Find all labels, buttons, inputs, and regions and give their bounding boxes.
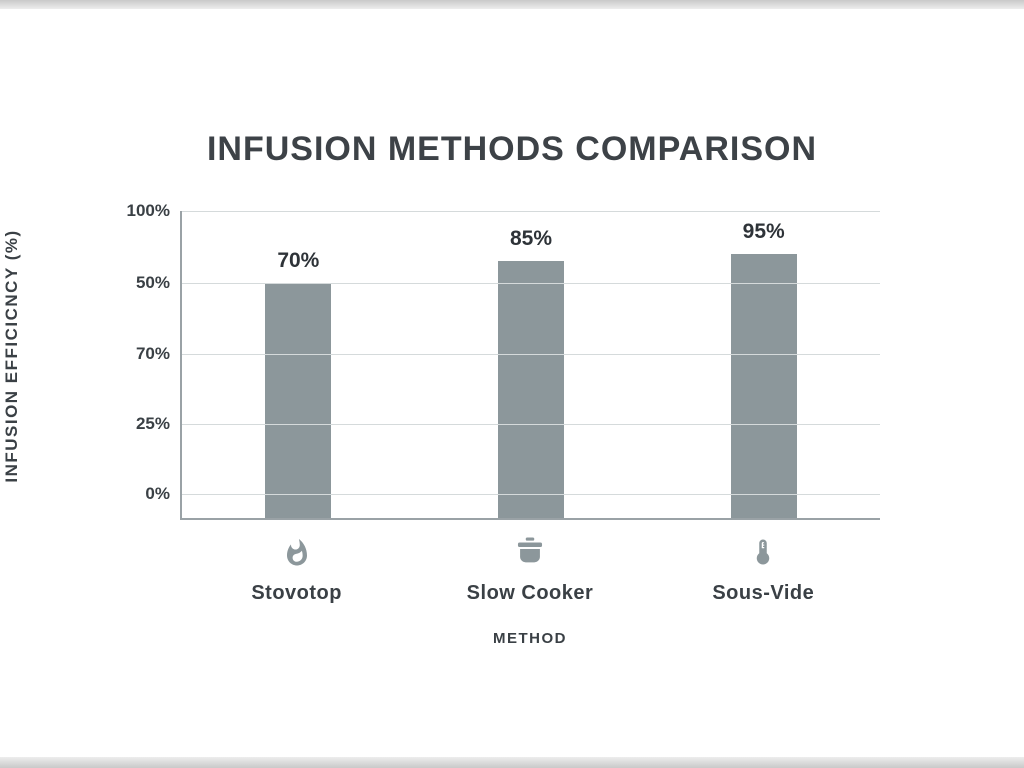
top-edge-band bbox=[0, 0, 1024, 9]
x-axis-title: METHOD bbox=[493, 630, 567, 647]
bar-value-label: 70% bbox=[277, 249, 320, 272]
bottom-edge-band bbox=[0, 757, 1024, 768]
gridline bbox=[182, 211, 880, 212]
y-tick-label: 100% bbox=[126, 201, 170, 220]
bars-row: 70% 85% 95% bbox=[182, 211, 880, 518]
gridline bbox=[182, 494, 880, 495]
bar-stovotop bbox=[265, 283, 332, 518]
bar-slot: 95% bbox=[647, 211, 880, 518]
gridline bbox=[182, 283, 880, 284]
y-tick-label: 70% bbox=[135, 344, 170, 363]
bar-slot: 70% bbox=[182, 211, 415, 518]
bar-value-label: 95% bbox=[742, 220, 785, 243]
flame-icon bbox=[282, 530, 312, 568]
x-categories: Stovotop Slow Cooker Sous-Vide bbox=[180, 530, 880, 605]
bar-value-label: 85% bbox=[509, 227, 553, 250]
y-axis-title: INFUSION EFFICICNCY (%) bbox=[2, 229, 21, 483]
category-label: Stovotop bbox=[251, 582, 342, 604]
plot-area: 70% 85% 95% bbox=[180, 211, 880, 520]
chart-title: INFUSION METHODS COMPARISON bbox=[206, 130, 818, 168]
bar-sous-vide bbox=[730, 254, 797, 518]
pot-icon bbox=[512, 530, 548, 568]
gridline bbox=[182, 354, 880, 355]
bar-slow-cooker bbox=[498, 261, 564, 518]
y-ticks: 100% 50% 70% 25% 0% bbox=[108, 201, 170, 520]
gridline bbox=[182, 424, 880, 425]
y-tick-label: 25% bbox=[135, 414, 170, 433]
category-label: Slow Cooker bbox=[466, 582, 594, 604]
category-slot: Slow Cooker bbox=[413, 530, 646, 605]
bar-slot: 85% bbox=[415, 211, 648, 518]
y-tick-label: 50% bbox=[135, 273, 170, 292]
thermometer-icon bbox=[748, 530, 778, 568]
category-label: Sous-Vide bbox=[712, 582, 815, 604]
category-slot: Stovotop bbox=[180, 530, 413, 605]
y-tick-label: 0% bbox=[145, 484, 170, 503]
category-slot: Sous-Vide bbox=[647, 530, 880, 605]
